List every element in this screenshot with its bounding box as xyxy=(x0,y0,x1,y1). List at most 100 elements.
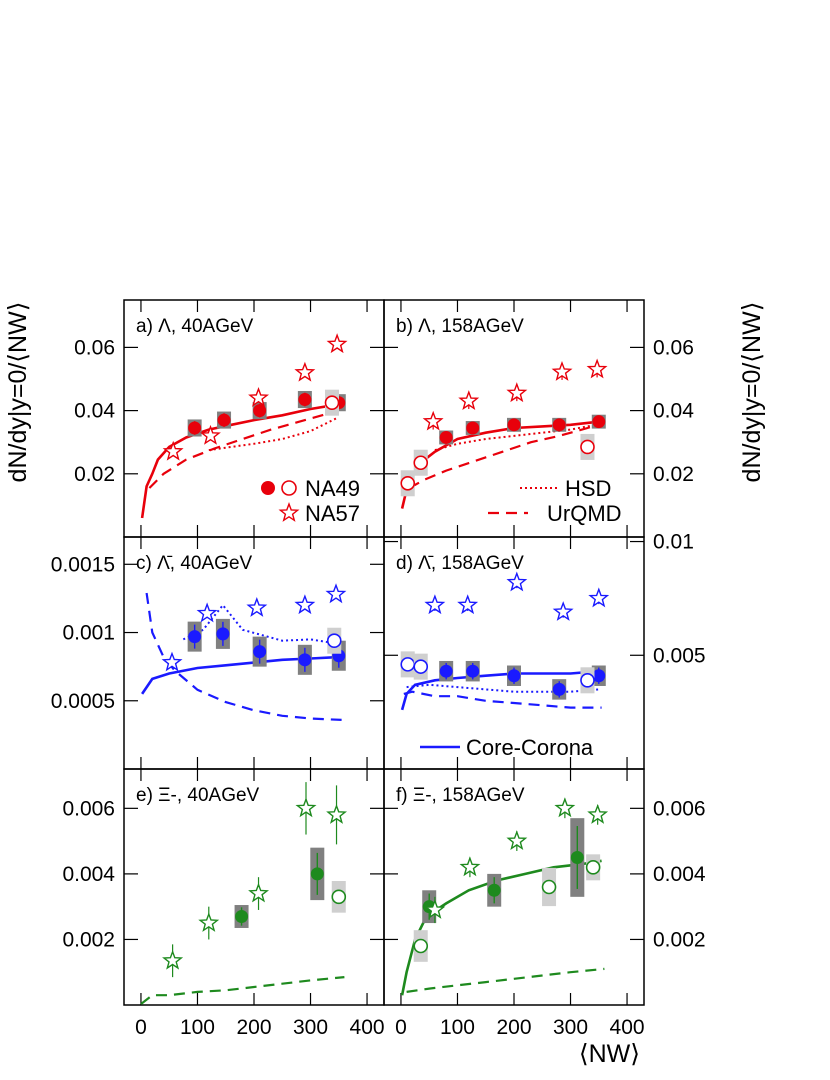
na49-point xyxy=(439,430,453,444)
panel-title: e) Ξ-, 40AGeV xyxy=(136,785,260,806)
y-tick-label: 0.0005 xyxy=(51,690,115,713)
x-tick-label: 0 xyxy=(135,1016,147,1039)
na57-point xyxy=(506,830,528,851)
x-tick-label: 0 xyxy=(395,1016,407,1039)
panel-c: 0.0005 0.001 0.0015 c) Λ̄, 40AGeV xyxy=(51,536,385,770)
na49-point xyxy=(487,883,501,897)
na57-point xyxy=(506,571,528,592)
na49-point xyxy=(552,418,566,432)
na57-point xyxy=(199,424,221,445)
na57-point xyxy=(326,333,348,354)
panel-b: 0.02 0.04 0.06 b) Λ, 158AGeV xyxy=(383,299,694,538)
legend-na49-open-marker xyxy=(281,480,297,496)
na49-point xyxy=(552,682,566,696)
y-tick-label: 0.005 xyxy=(653,644,706,667)
na49-point xyxy=(592,415,606,429)
y-tick-label: 0.06 xyxy=(653,336,694,359)
na49-point xyxy=(253,404,267,418)
legend-hsd-label: HSD xyxy=(565,476,611,501)
na57-point xyxy=(294,594,316,615)
legend-na49-label: NA49 xyxy=(305,476,360,501)
na49-point xyxy=(592,669,606,683)
na57-point xyxy=(198,912,220,932)
na57-point xyxy=(294,361,316,382)
na49-point xyxy=(298,653,312,667)
na57-point xyxy=(162,949,184,970)
na49-open-point xyxy=(580,672,595,688)
legend-na57-label: NA57 xyxy=(305,501,360,526)
na49-open-point xyxy=(413,938,429,954)
x-tick-label: 400 xyxy=(350,1016,385,1039)
na57-point xyxy=(162,440,184,461)
na57-point xyxy=(325,583,347,604)
na57-point xyxy=(196,602,218,623)
na49-open-point xyxy=(400,657,416,672)
na49-open-point xyxy=(326,633,342,649)
na49-open-point xyxy=(331,889,347,905)
na57-point xyxy=(424,594,446,615)
na57-point xyxy=(326,803,347,824)
core-corona-curve xyxy=(400,669,599,711)
panel-a: 0.02 0.04 0.06 a) Λ, 40AGeV xyxy=(74,299,385,538)
na57-point xyxy=(552,601,574,621)
na57-point xyxy=(506,382,528,403)
y-tick-label: 0.02 xyxy=(653,463,694,486)
na49-point xyxy=(570,851,584,864)
panel-title: a) Λ, 40AGeV xyxy=(136,316,254,337)
na49-point xyxy=(235,910,249,923)
hsd-curve xyxy=(434,423,597,452)
x-tick-label: 300 xyxy=(553,1016,588,1039)
na49-open-point xyxy=(541,879,557,895)
na49-open-point xyxy=(324,395,340,411)
legend-core-corona-label: Core-Corona xyxy=(466,735,594,760)
na49-open-point xyxy=(400,475,416,491)
urqmd-curve xyxy=(406,967,605,993)
x-tick-label: 100 xyxy=(440,1016,475,1039)
na57-point xyxy=(422,410,444,431)
panel-f: 0.002 0.004 0.006 0 100 200 300 400 f) Ξ-, 158AG… xyxy=(383,768,706,1039)
y-tick-label: 0.006 xyxy=(653,797,706,820)
panel-d: 0.005 0.01 d) Λ̄, 158AGeV xyxy=(383,531,706,770)
y-tick-label: 0.06 xyxy=(74,336,115,359)
panel-title: f) Ξ-, 158AGeV xyxy=(396,785,525,806)
x-tick-label: 400 xyxy=(610,1016,645,1039)
na49-point xyxy=(439,664,453,678)
y-axis-title-left: dN/dy|y=0/⟨NW⟩ xyxy=(4,302,32,483)
na49-point xyxy=(507,669,521,683)
urqmd-curve xyxy=(145,592,342,721)
urqmd-curve xyxy=(148,406,343,489)
na57-point xyxy=(248,882,270,903)
na49-point xyxy=(217,413,231,427)
na49-open-point xyxy=(585,860,601,875)
x-tick-label: 200 xyxy=(496,1016,531,1039)
na49-open-point xyxy=(580,439,595,455)
hsd-curve xyxy=(406,683,599,693)
na49-point xyxy=(466,421,480,435)
na57-point xyxy=(551,361,573,381)
na57-point xyxy=(588,587,610,608)
na57-point xyxy=(459,856,481,877)
y-tick-label: 0.004 xyxy=(653,863,706,886)
x-tick-label: 100 xyxy=(180,1016,215,1039)
na49-point xyxy=(253,645,267,659)
y-tick-label: 0.04 xyxy=(653,400,694,423)
y-tick-label: 0.004 xyxy=(62,863,115,886)
x-tick-label: 200 xyxy=(236,1016,271,1039)
panel-title: c) Λ̄, 40AGeV xyxy=(136,553,253,574)
y-axis-title-right: dN/dy|y=0/⟨NW⟩ xyxy=(738,302,766,483)
na57-point xyxy=(554,797,576,818)
axis-titles: dN/dy|y=0/⟨NW⟩ dN/dy|y=0/⟨NW⟩ ⟨NW⟩ xyxy=(4,302,766,1068)
y-tick-label: 0.001 xyxy=(62,622,115,645)
legend-na49-filled-marker xyxy=(261,481,275,495)
na57-point xyxy=(457,594,479,615)
panel-title: b) Λ, 158AGeV xyxy=(396,316,524,337)
urqmd-curve xyxy=(140,976,345,1005)
panel-e: 0.002 0.004 0.006 0 100 200 300 400 e) Ξ-, 40AGe… xyxy=(62,768,385,1039)
core-corona-curve xyxy=(400,859,602,996)
x-axis-title: ⟨NW⟩ xyxy=(579,1040,640,1068)
na49-point xyxy=(188,421,202,435)
y-tick-label: 0.006 xyxy=(62,797,115,820)
y-tick-label: 0.002 xyxy=(62,928,115,951)
